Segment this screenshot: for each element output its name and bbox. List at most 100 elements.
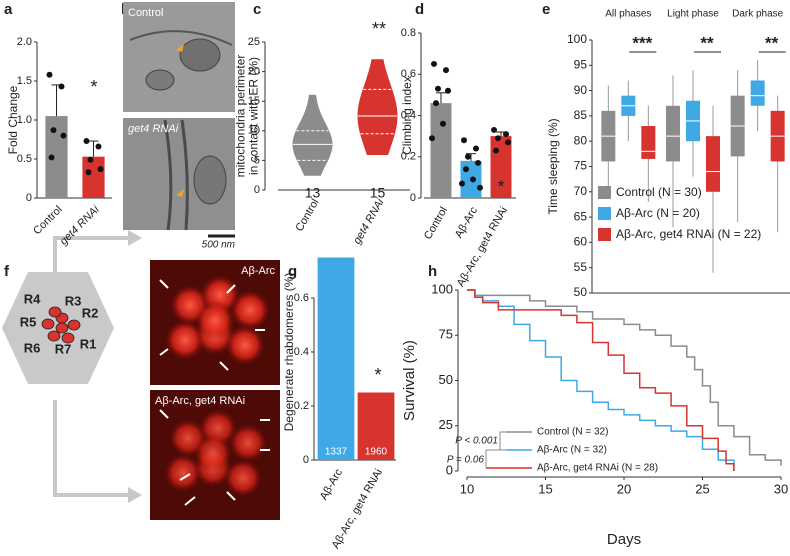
y-tick-label: 0.2 [401,151,416,163]
rhabdomere [229,424,267,462]
panel-label: g [288,263,297,280]
x-tick-label: Control [293,197,321,234]
y-tick-label: 0 [254,184,260,196]
y-tick-label: 15 [248,95,260,107]
significance: * [374,365,381,385]
y-tick-label: 0 [446,462,453,477]
x-tick-label: Control [422,205,450,242]
y-tick-label: 50 [574,285,588,299]
arrow [159,348,169,356]
legend-label: Aβ-Arc (N = 32) [537,445,607,456]
rhabdomere [225,325,265,365]
data-point [431,60,437,67]
x-tick-label: 20 [617,481,631,496]
arrow [226,284,236,294]
y-tick-label: 80 [574,133,588,147]
data-point [433,100,439,107]
data-point [46,71,53,78]
bar [317,257,355,460]
group-title: All phases [605,9,651,20]
image-label: Aβ-Arc, get4 RNAi [155,395,245,407]
cell-label: R5 [20,314,37,329]
n-label: 15 [370,185,386,201]
data-point [48,154,55,161]
data-point [50,127,57,134]
y-axis-label: in contact with ER (%) [247,57,261,175]
legend-label: Control (N = 30) [616,185,702,199]
significance: ** [700,33,714,52]
data-point [503,131,509,138]
box [641,126,656,159]
data-point [491,126,497,133]
y-tick-label: 90 [574,83,588,97]
panel-label: d [415,1,424,18]
y-tick-label: 100 [431,281,453,296]
cell-label: R4 [24,291,41,306]
rhabdomere [165,320,205,360]
y-tick-label: 0.2 [294,400,309,412]
p-value: P = 0.06 [447,455,485,466]
data-point [473,145,479,152]
y-tick-label: 1.0 [17,114,32,126]
data-point [477,184,483,191]
legend-label: Aβ-Arc, get4 RNAi (N = 28) [537,463,658,474]
y-tick-label: 25 [248,36,260,48]
arrow [219,361,229,371]
data-point [429,135,435,142]
panel-b: b Control get4 RNAi 500 nm [121,1,235,251]
violin [292,94,333,176]
rhabdomere [230,290,270,330]
cell [48,306,62,318]
arrowhead [128,487,142,503]
data-point [475,159,481,166]
x-tick-label: get4 RNAi [58,203,102,247]
arrowhead [176,189,184,197]
y-axis-label: mitochondria perimeter [234,55,248,178]
y-tick-label: 2.0 [17,36,32,48]
er [129,30,233,46]
y-tick-label: 1.5 [17,75,32,87]
box [750,80,765,106]
rhabdomeres [159,275,270,506]
arrow [53,400,128,497]
image-label: get4 RNAi [128,123,179,135]
data-point [443,67,449,74]
data-point [470,176,476,183]
y-tick-label: 0.4 [401,109,416,121]
x-tick-label: 30 [774,481,788,496]
legend-swatch [598,207,611,220]
arrow [184,496,196,506]
arrowhead [128,230,142,246]
significance: * [497,177,504,197]
y-tick-label: 25 [439,417,453,432]
x-tick-label: 10 [460,481,474,496]
panel-label: c [253,1,261,18]
cell [41,318,55,330]
legend-swatch [598,186,611,199]
bar [82,156,105,198]
n-label: 1337 [325,447,348,458]
y-tick-label: 10 [248,125,260,137]
y-tick-label: 0.5 [17,153,32,165]
cell-label: R3 [65,293,82,308]
x-axis-label: Days [607,531,641,548]
bracket [485,431,506,468]
significance: ** [372,19,386,39]
data-point [58,83,65,90]
x-tick-label: get4 RNAi [351,196,387,246]
bar [357,392,395,460]
legend-label: Aβ-Arc, get4 RNAi (N = 22) [616,227,761,241]
arrow [159,409,169,419]
panel-label: a [4,1,13,18]
p-value: P < 0.001 [455,436,498,447]
legend-swatch [598,228,611,241]
cell [61,332,75,344]
box [706,136,720,192]
rhabdomere [194,434,232,472]
survival-line [467,289,782,466]
cell-label: R7 [55,341,72,356]
data-point [95,143,102,150]
mitochondrion [193,155,227,205]
y-tick-label: 0 [303,454,309,466]
